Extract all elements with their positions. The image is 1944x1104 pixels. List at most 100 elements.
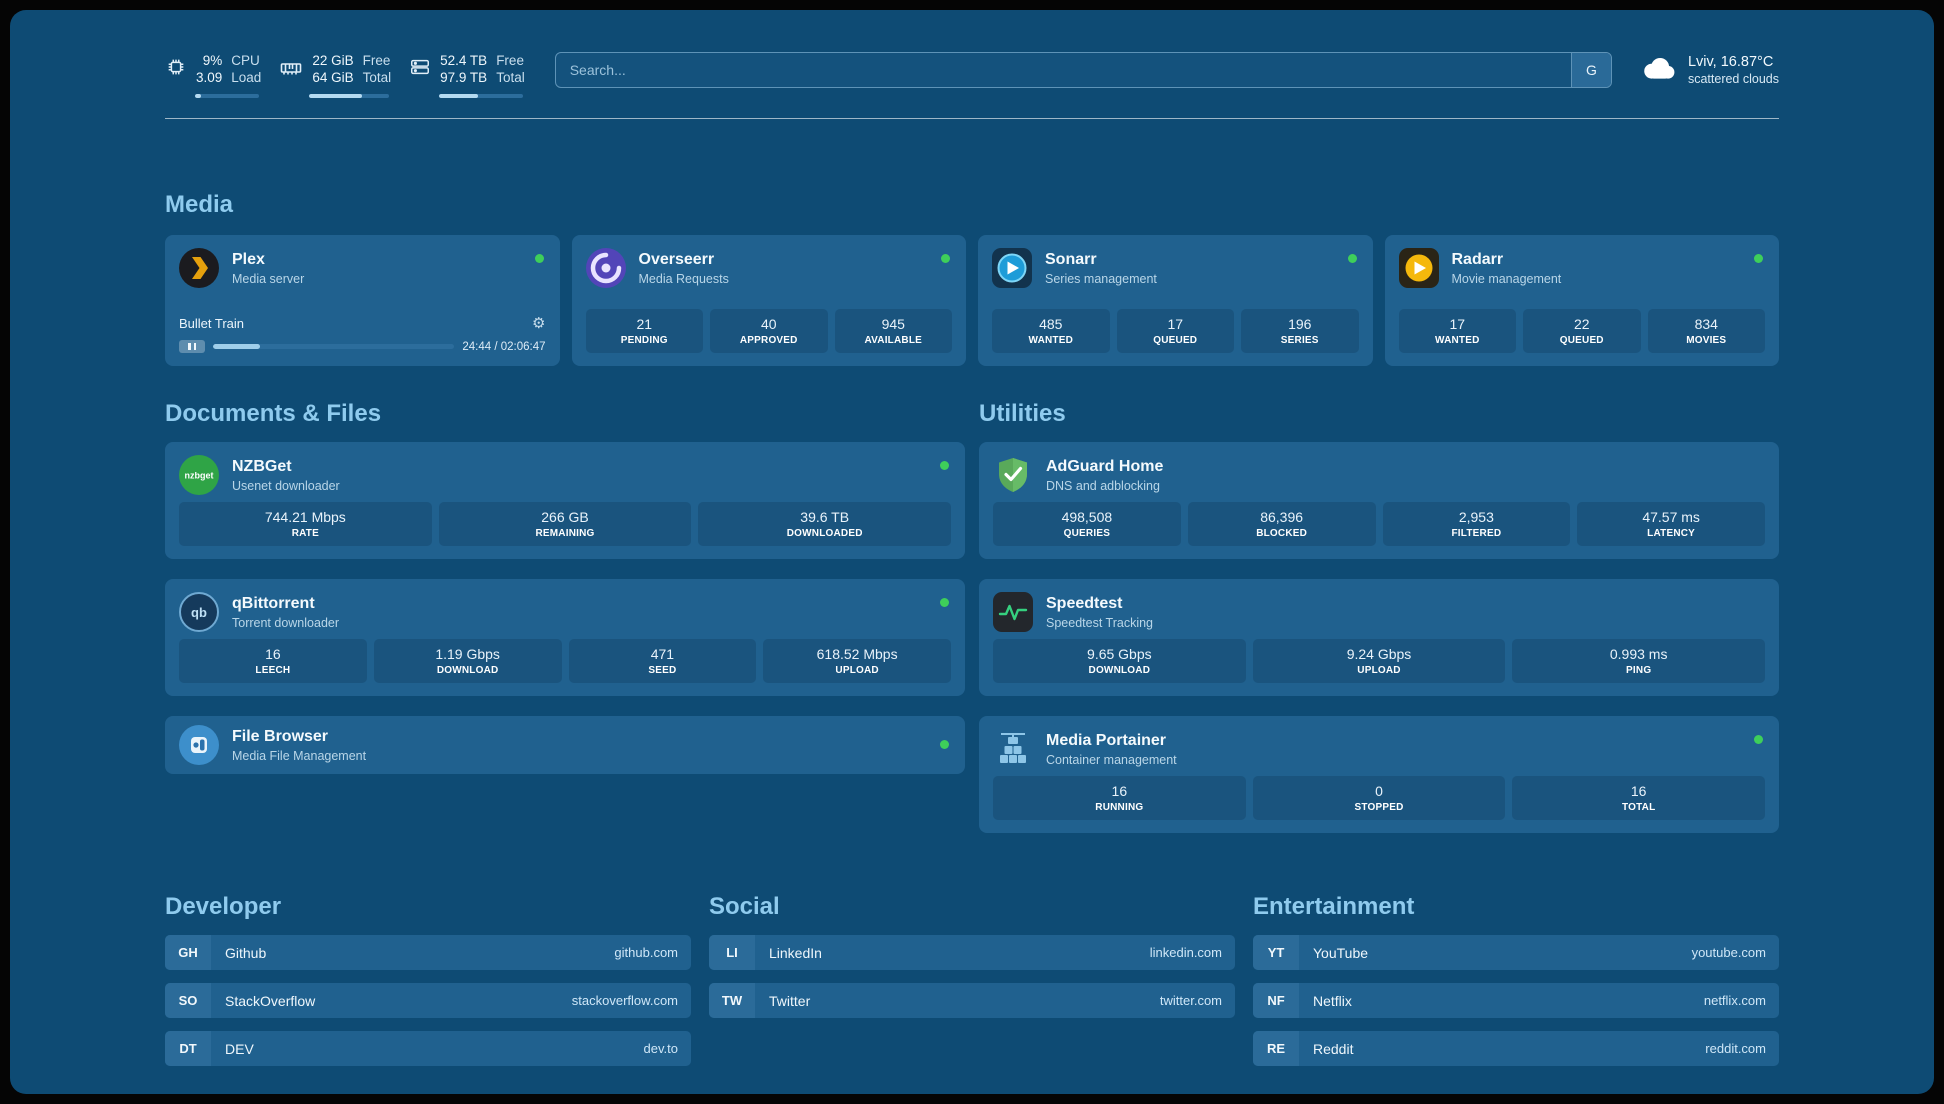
- bookmark-url: youtube.com: [1691, 945, 1766, 960]
- disk-icon: [409, 56, 431, 78]
- overseerr-icon: [585, 248, 626, 288]
- bookmark-url: github.com: [614, 945, 678, 960]
- stat-wanted: 17 WANTED: [1398, 309, 1516, 353]
- stat-remaining: 266 GB REMAINING: [438, 502, 692, 546]
- pause-button[interactable]: [179, 340, 205, 353]
- app-desc: Media server: [232, 271, 305, 286]
- status-dot: [1754, 254, 1763, 263]
- memory-labels: Free Total: [363, 52, 392, 86]
- stat-running: 16 RUNNING: [993, 776, 1246, 820]
- stat-queued: 22 QUEUED: [1523, 309, 1641, 353]
- stat-latency: 47.57 ms LATENCY: [1577, 502, 1765, 546]
- svg-text:qb: qb: [191, 605, 207, 620]
- bookmark-github[interactable]: GH Github github.com: [165, 935, 691, 970]
- memory-label-1: Free: [362, 53, 391, 68]
- bookmark-netflix[interactable]: NF Netflix netflix.com: [1253, 983, 1779, 1018]
- reddit-icon: RE: [1253, 1031, 1299, 1066]
- bookmark-name: DEV: [225, 1040, 254, 1057]
- section-utilities: Utilities AdGuard Home DNS and adblockin…: [979, 366, 1779, 833]
- stat-upload: 618.52 Mbps UPLOAD: [763, 639, 951, 683]
- bookmark-dev[interactable]: DT DEV dev.to: [165, 1031, 691, 1066]
- stat-blocked: 86,396 BLOCKED: [1187, 502, 1376, 546]
- bookmark-linkedin[interactable]: LI LinkedIn linkedin.com: [709, 935, 1235, 970]
- qbittorrent-icon: qb: [179, 592, 219, 632]
- cpu-values: 9% 3.09: [196, 52, 222, 86]
- section-heading-utilities: Utilities: [979, 400, 1066, 427]
- search-bar: G: [554, 52, 1612, 88]
- app-card-plex[interactable]: Plex Media server Bullet Train ⚙ 24:44 /…: [165, 235, 560, 366]
- topbar-divider: [165, 118, 1779, 119]
- app-card-speedtest[interactable]: Speedtest Speedtest Tracking 9.65 Gbps DO…: [979, 579, 1779, 696]
- now-playing-title: Bullet Train: [179, 316, 245, 331]
- playback-progress[interactable]: [213, 344, 455, 349]
- app-name: NZBGet: [232, 457, 292, 475]
- memory-icon: [279, 56, 303, 80]
- app-card-portainer[interactable]: Media Portainer Container management 16 R…: [979, 716, 1779, 833]
- memory-total: 64 GiB: [312, 70, 354, 85]
- bookmark-url: netflix.com: [1703, 993, 1766, 1008]
- app-card-qbittorrent[interactable]: qb qBittorrent Torrent downloader 16 LEEC…: [165, 579, 965, 696]
- stackoverflow-icon: SO: [165, 983, 211, 1018]
- bookmark-name: LinkedIn: [769, 944, 822, 961]
- app-name: AdGuard Home: [1046, 457, 1164, 475]
- cpu-label-1: CPU: [231, 53, 260, 68]
- app-card-overseerr[interactable]: Overseerr Media Requests 21 PENDING 40 APP…: [571, 235, 966, 366]
- stat-queued: 17 QUEUED: [1116, 309, 1234, 353]
- cloud-icon: [1640, 55, 1676, 86]
- app-name: Speedtest: [1046, 594, 1123, 612]
- app-desc: Series management: [1045, 271, 1157, 286]
- bookmark-twitter[interactable]: TW Twitter twitter.com: [709, 983, 1235, 1018]
- search-input[interactable]: [555, 53, 1571, 87]
- app-desc: DNS and adblocking: [1046, 478, 1160, 493]
- dashboard: 9% 3.09 CPU Load 22 GiB 64 GiB Fr: [10, 10, 1934, 1094]
- section-documents: Documents & Files nzbget NZBGet Usenet d…: [165, 366, 965, 774]
- app-card-radarr[interactable]: Radarr Movie management 17 WANTED 22 QUEUE…: [1384, 235, 1779, 366]
- bookmark-name: Reddit: [1313, 1040, 1354, 1057]
- stat-queries: 498,508 QUERIES: [993, 502, 1181, 546]
- bookmark-url: dev.to: [643, 1041, 678, 1056]
- app-desc: Movie management: [1451, 271, 1562, 286]
- app-name: Plex: [232, 250, 265, 268]
- radarr-icon: [1398, 248, 1439, 288]
- app-card-adguard[interactable]: AdGuard Home DNS and adblocking 498,508 Q…: [979, 442, 1779, 559]
- linkedin-icon: LI: [709, 935, 755, 970]
- bookmark-stackoverflow[interactable]: SO StackOverflow stackoverflow.com: [165, 983, 691, 1018]
- github-icon: GH: [165, 935, 211, 970]
- dev-icon: DT: [165, 1031, 211, 1066]
- stat-pending: 21 PENDING: [585, 309, 703, 353]
- disk-values: 52.4 TB 97.9 TB: [440, 52, 487, 86]
- app-desc: Speedtest Tracking: [1046, 615, 1154, 630]
- speedtest-icon: [993, 592, 1033, 632]
- status-dot: [534, 254, 544, 263]
- app-desc: Torrent downloader: [232, 615, 340, 630]
- app-card-filebrowser[interactable]: File Browser Media File Management: [165, 716, 965, 774]
- app-name: File Browser: [232, 727, 329, 745]
- weather-location: Lviv, 16.87°C: [1687, 54, 1774, 70]
- stat-filtered: 2,953 FILTERED: [1382, 502, 1571, 546]
- app-desc: Media File Management: [232, 748, 367, 763]
- app-card-nzbget[interactable]: nzbget NZBGet Usenet downloader 744.21 M…: [165, 442, 965, 559]
- stat-wanted: 485 WANTED: [992, 309, 1110, 353]
- app-name: Sonarr: [1045, 250, 1097, 268]
- stat-series: 196 SERIES: [1241, 309, 1359, 353]
- bookmark-name: StackOverflow: [225, 992, 316, 1009]
- bookmark-url: stackoverflow.com: [571, 993, 678, 1008]
- section-heading-social: Social: [709, 893, 780, 920]
- stat-upload: 9.24 Gbps UPLOAD: [1252, 639, 1506, 683]
- plex-icon: [179, 248, 219, 288]
- app-card-sonarr[interactable]: Sonarr Series management 485 WANTED 17 QUE…: [978, 235, 1373, 366]
- bookmark-url: reddit.com: [1705, 1041, 1766, 1056]
- memory-free: 22 GiB: [312, 53, 354, 68]
- gear-icon[interactable]: ⚙: [532, 315, 546, 332]
- stat-seed: 471 SEED: [568, 639, 757, 683]
- search-engine-button[interactable]: G: [1570, 53, 1611, 87]
- stat-total: 16 TOTAL: [1512, 776, 1766, 820]
- status-dot: [940, 598, 949, 607]
- section-social: Social LI LinkedIn linkedin.com TW Twitt…: [709, 833, 1235, 1066]
- bookmark-reddit[interactable]: RE Reddit reddit.com: [1253, 1031, 1779, 1066]
- disk-widget: 52.4 TB 97.9 TB Free Total: [409, 52, 525, 98]
- bookmark-youtube[interactable]: YT YouTube youtube.com: [1253, 935, 1779, 970]
- status-dot: [941, 254, 950, 263]
- stat-movies: 834 MOVIES: [1647, 309, 1765, 353]
- section-heading-entertainment: Entertainment: [1253, 893, 1415, 920]
